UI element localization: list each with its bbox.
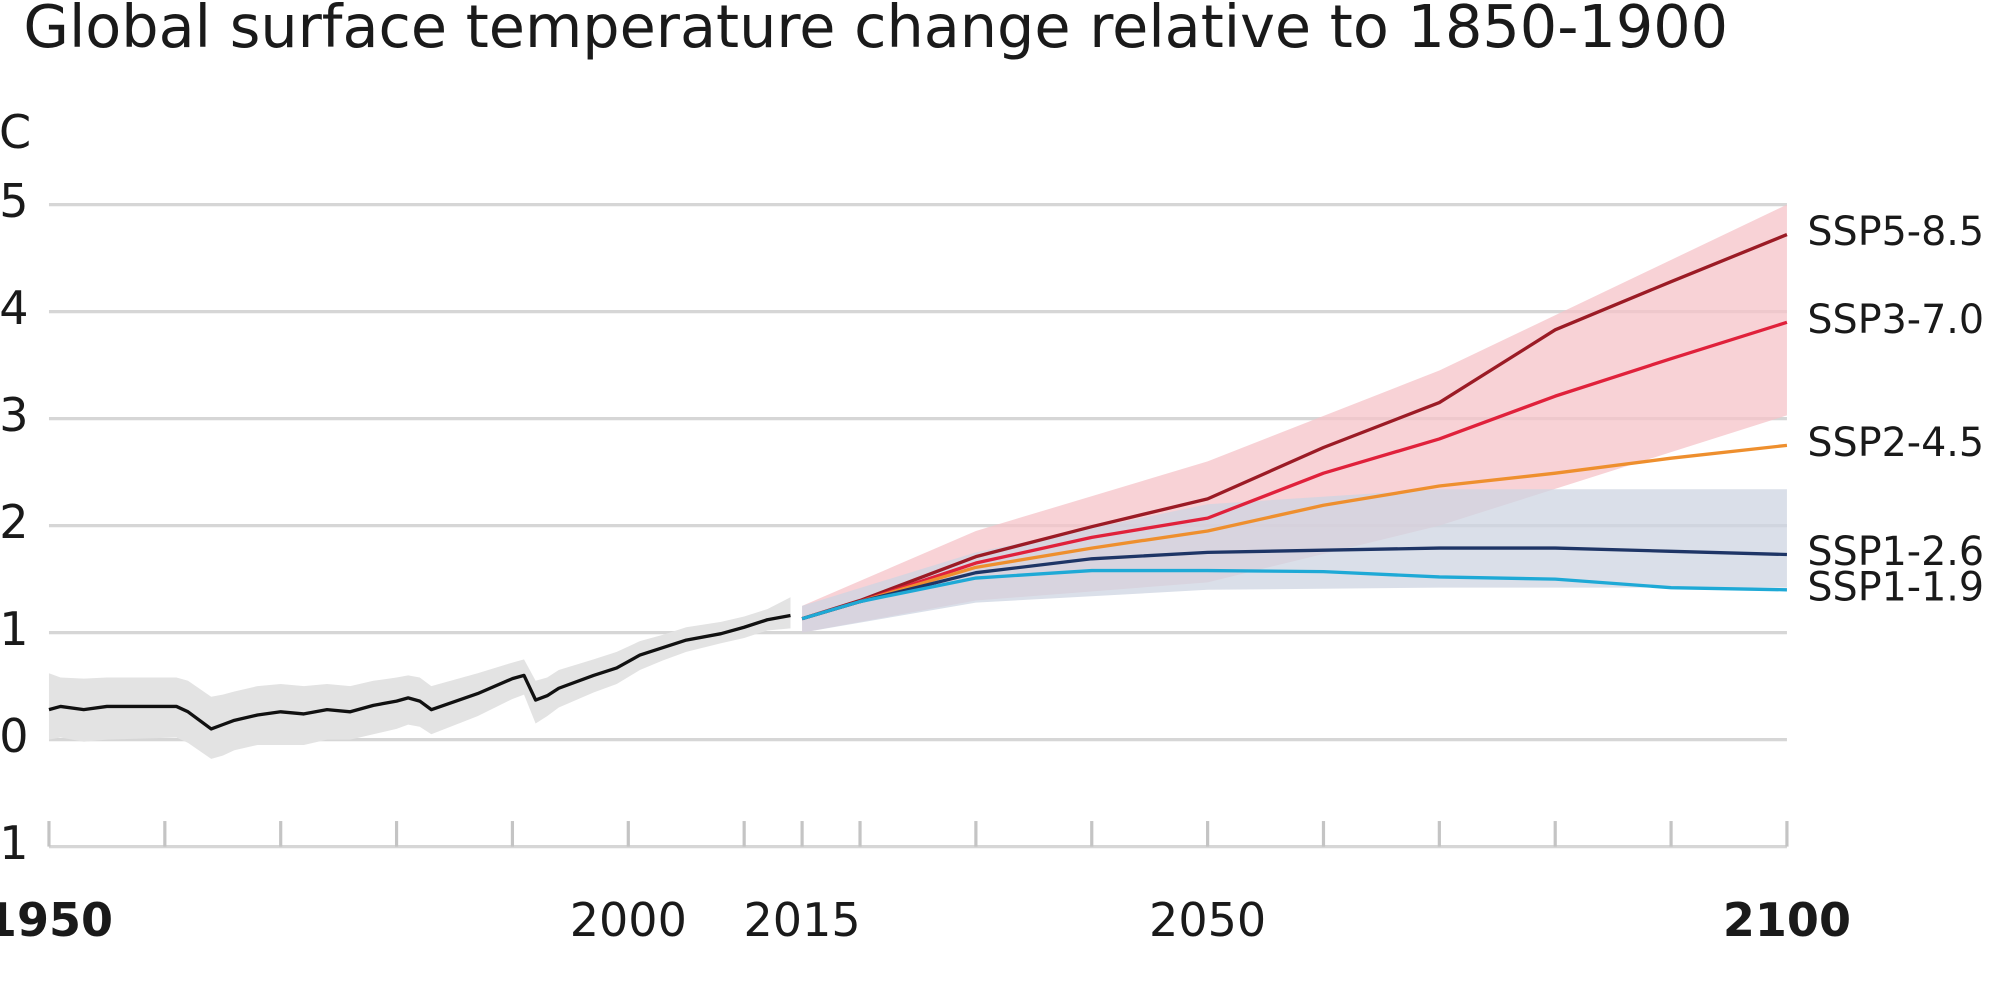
series-line [801,546,1787,621]
x-tick-label: 2100 [1723,893,1851,947]
uncertainty-band [802,204,1787,633]
series-line [801,443,1788,621]
y-tick-label: 2 [0,495,29,549]
x-tick-label: 2050 [1149,893,1266,947]
series-line [801,233,1788,621]
series-label: SSP5-8.5 [1807,209,1984,255]
y-tick-label: 1 [0,602,29,656]
uncertainty-band [802,489,1787,633]
y-tick-label: 3 [0,388,29,442]
y-tick-label: 5 [0,174,29,228]
y-tick-label: 0 [0,709,29,763]
y-tick-label: −1 [0,816,29,870]
y-tick-label: 4 [0,281,29,335]
series-label: SSP3-7.0 [1807,297,1984,343]
series-line [48,613,791,731]
series-label: SSP2-4.5 [1807,420,1984,466]
series-label: SSP1-1.9 [1807,564,1984,610]
uncertainty-band [48,597,791,759]
series-label: SSP1-2.6 [1807,529,1984,575]
x-tick-label: 2015 [744,893,861,947]
series-line [801,568,1787,621]
series-line [801,320,1788,621]
y-axis-unit: °C [0,105,31,159]
chart-title: Global surface temperature change relati… [23,0,1728,61]
x-tick-label: 2000 [570,893,687,947]
x-tick-label: 1950 [0,893,113,947]
